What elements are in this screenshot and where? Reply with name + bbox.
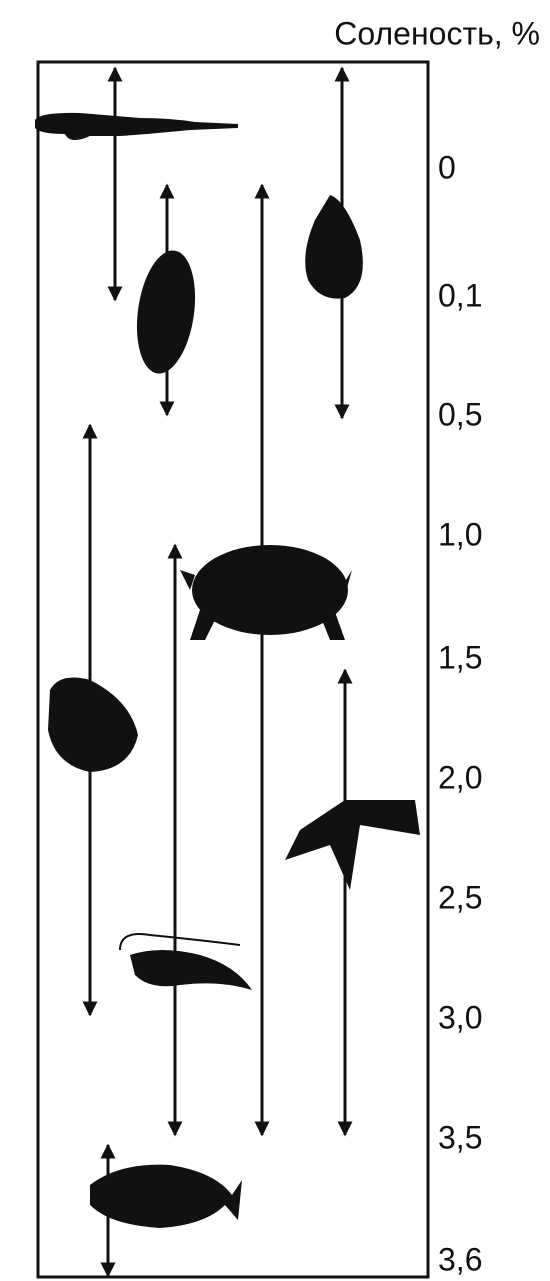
scale-label: 2,5 <box>438 879 482 915</box>
scale-labels: 0 0,1 0,5 1,0 1,5 2,0 2,5 3,0 3,5 3,6 <box>438 149 482 1277</box>
title: Соленость, % <box>334 15 540 51</box>
scale-label: 1,0 <box>438 516 482 552</box>
scale-label: 1,5 <box>438 639 482 675</box>
organisms <box>35 112 420 1228</box>
scale-label: 0,5 <box>438 396 482 432</box>
scale-label: 0 <box>438 149 456 185</box>
scale-label: 2,0 <box>438 759 482 795</box>
scale-label: 0,1 <box>438 277 482 313</box>
scale-label: 3,0 <box>438 999 482 1035</box>
scale-label: 3,5 <box>438 1119 482 1155</box>
frame <box>36 60 430 1279</box>
scale-label: 3,6 <box>438 1241 482 1277</box>
